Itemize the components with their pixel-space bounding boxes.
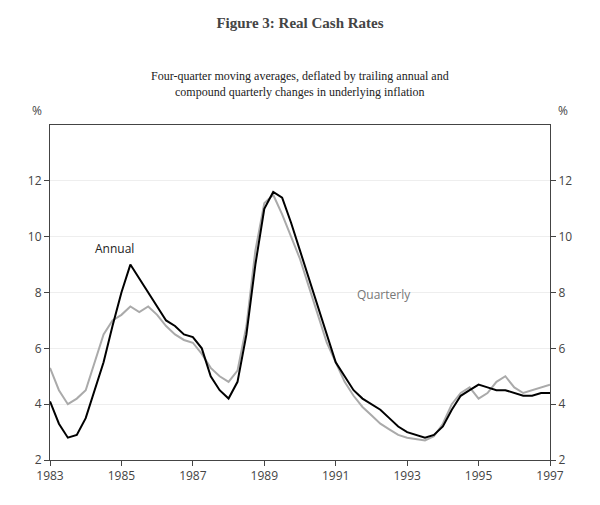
svg-text:8: 8 [558, 284, 565, 301]
svg-text:10: 10 [558, 228, 572, 245]
svg-text:12: 12 [28, 172, 42, 189]
svg-text:6: 6 [558, 340, 565, 357]
svg-text:2: 2 [35, 451, 42, 468]
svg-text:1989: 1989 [251, 467, 279, 484]
svg-text:Annual: Annual [95, 240, 134, 257]
svg-text:Figure 3: Real Cash Rates: Figure 3: Real Cash Rates [216, 15, 383, 31]
svg-text:10: 10 [28, 228, 42, 245]
svg-text:%: % [32, 102, 42, 119]
svg-text:6: 6 [35, 340, 42, 357]
svg-text:Quarterly: Quarterly [357, 286, 411, 303]
svg-text:1995: 1995 [465, 467, 493, 484]
svg-text:1997: 1997 [536, 467, 564, 484]
svg-text:1993: 1993 [393, 467, 421, 484]
svg-text:%: % [558, 102, 568, 119]
svg-text:1987: 1987 [179, 467, 207, 484]
svg-text:8: 8 [35, 284, 42, 301]
svg-text:1985: 1985 [108, 467, 136, 484]
svg-text:2: 2 [558, 451, 565, 468]
svg-text:12: 12 [558, 172, 572, 189]
svg-text:1991: 1991 [322, 467, 349, 484]
svg-text:1983: 1983 [36, 467, 64, 484]
svg-text:4: 4 [35, 395, 42, 412]
svg-text:Four-quarter moving averages,: Four-quarter moving averages, deflated b… [151, 69, 449, 99]
svg-text:4: 4 [558, 395, 565, 412]
